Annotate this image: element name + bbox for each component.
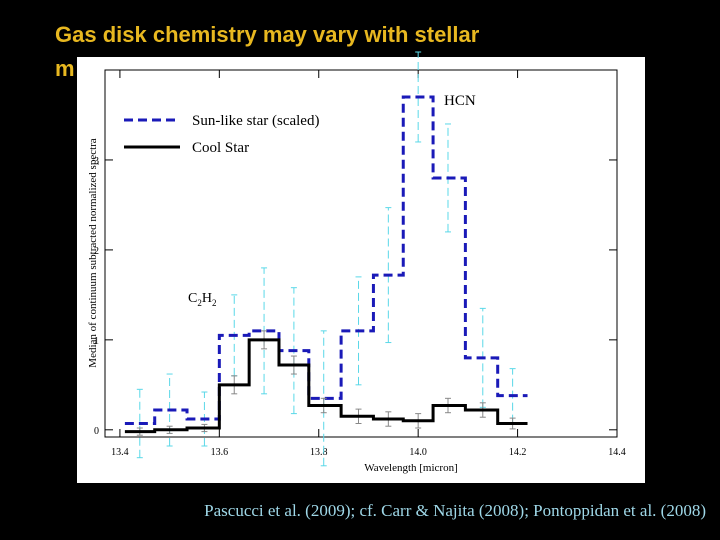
y-axis-label: Median of continuum subtracted normalize… bbox=[87, 138, 99, 368]
y-tick-label: 3 bbox=[94, 156, 99, 167]
annotation: C2H2 bbox=[188, 291, 216, 308]
figure-panel bbox=[77, 57, 645, 483]
plot-frame bbox=[104, 69, 618, 438]
y-tick-label: 2 bbox=[94, 246, 99, 257]
annotation-part: C bbox=[188, 291, 197, 306]
x-axis-label: Wavelength [micron] bbox=[364, 462, 458, 474]
slide-title: m bbox=[55, 56, 75, 81]
x-tick-label: 14.0 bbox=[409, 447, 427, 458]
legend-label: Sun-like star (scaled) bbox=[192, 113, 319, 129]
y-tick-label: 0 bbox=[94, 426, 99, 437]
legend-label: Cool Star bbox=[192, 140, 249, 156]
annotation-part: 2 bbox=[197, 298, 202, 308]
x-tick-label: 14.4 bbox=[608, 447, 626, 458]
x-tick-label: 13.4 bbox=[111, 447, 129, 458]
y-tick-label: 1 bbox=[94, 336, 99, 347]
footer-citation: Pascucci et al. (2009); cf. Carr & Najit… bbox=[204, 501, 706, 520]
annotation-part: 2 bbox=[212, 298, 217, 308]
x-tick-label: 13.6 bbox=[211, 447, 229, 458]
annotation: HCN bbox=[444, 93, 476, 109]
x-tick-label: 14.2 bbox=[509, 447, 527, 458]
x-tick-label: 13.8 bbox=[310, 447, 328, 458]
slide-title: Gas disk chemistry may vary with stellar bbox=[55, 22, 480, 47]
step-line bbox=[124, 338, 528, 434]
annotation-part: H bbox=[202, 291, 212, 306]
